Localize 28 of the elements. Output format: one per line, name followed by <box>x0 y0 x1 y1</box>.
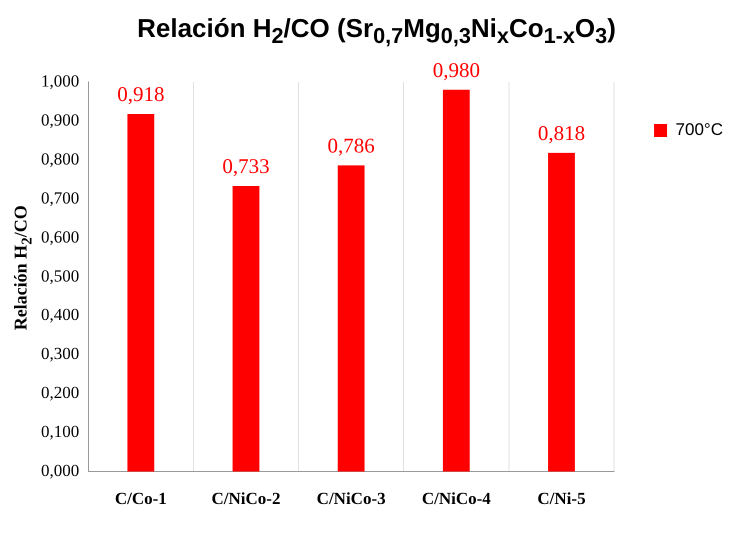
y-tick-label: 0,400 <box>41 305 80 324</box>
bar <box>127 114 154 472</box>
bar <box>232 186 260 472</box>
x-tick-label: C/Co-1 <box>114 489 167 508</box>
bar <box>442 90 470 472</box>
data-label: 0,980 <box>432 58 480 82</box>
y-tick-label: 0,100 <box>41 422 80 442</box>
chart-title: Relación H$_{2}$/CO (Sr$_{0,7}$Mg$_{0,3}$Ni$_{x}$Co$_{1-x}$O$_{3}$) <box>137 13 616 48</box>
y-tick-label: 0,900 <box>41 110 80 130</box>
x-tick-label: C/NiCo-2 <box>212 489 280 508</box>
data-label: 0,818 <box>538 120 586 145</box>
bar <box>338 165 365 472</box>
y-tick-label: 0,000 <box>41 461 80 480</box>
y-tick-label: 0,300 <box>41 344 80 364</box>
data-label: 0,918 <box>117 82 164 106</box>
y-tick-label: 0,500 <box>41 266 80 286</box>
y-tick-label: 0,800 <box>41 149 80 168</box>
data-label: 0,786 <box>328 133 375 158</box>
y-tick-label: 0,600 <box>41 227 80 246</box>
legend-label: 700°C <box>676 120 724 140</box>
y-tick-label: 0,700 <box>41 188 80 208</box>
data-label: 0,733 <box>222 154 270 178</box>
y-tick-label: 1,000 <box>41 71 80 90</box>
y-tick-label: 0,200 <box>41 383 80 402</box>
bar <box>548 152 575 472</box>
x-tick-label: C/Ni-5 <box>537 489 586 508</box>
x-tick-label: C/NiCo-4 <box>422 489 492 508</box>
x-tick-label: C/NiCo-3 <box>316 489 386 508</box>
